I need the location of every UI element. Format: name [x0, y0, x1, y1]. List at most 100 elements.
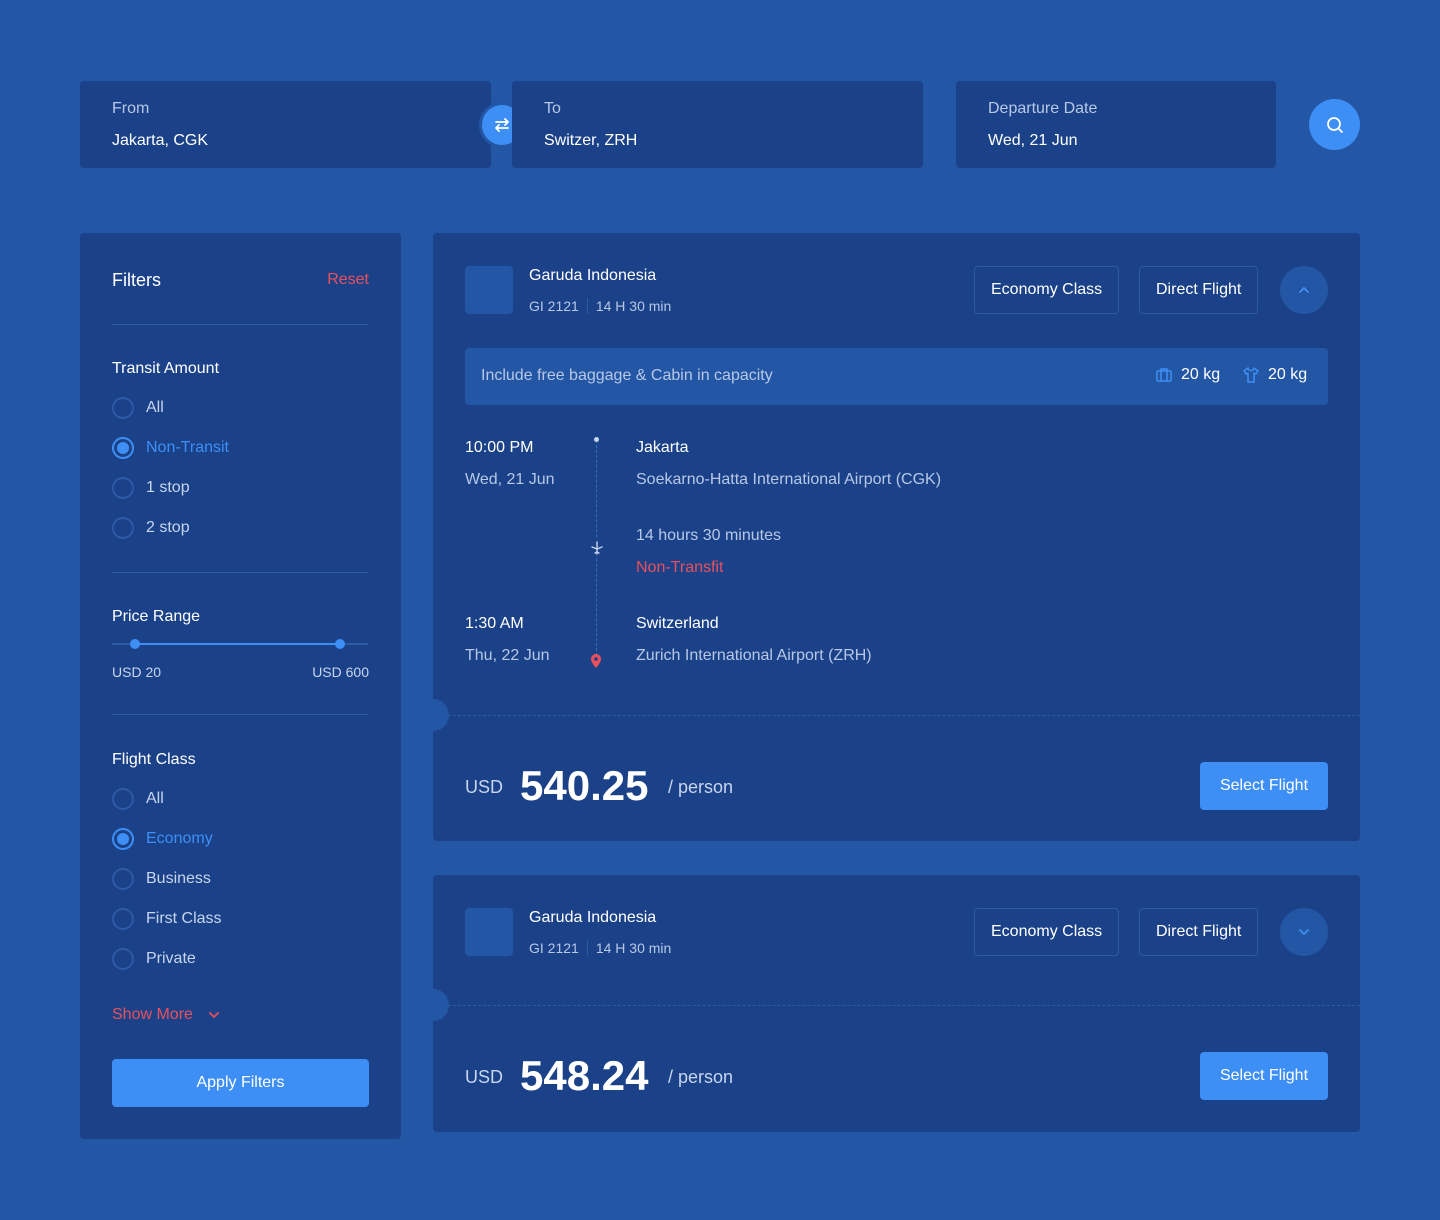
select-flight-button[interactable]: Select Flight — [1200, 1052, 1328, 1100]
radio-option[interactable]: 2 stop — [112, 517, 190, 539]
transit-status: Non-Transfit — [636, 559, 724, 576]
radio-button[interactable] — [112, 788, 134, 810]
ticket-perforation — [433, 1005, 1360, 1006]
radio-option[interactable]: Economy — [112, 828, 213, 850]
departure-time: 10:00 PM — [465, 439, 534, 456]
radio-button[interactable] — [112, 948, 134, 970]
flight-card: Garuda Indonesia GI 2121 14 H 30 min Eco… — [417, 875, 1360, 1132]
price-currency: USD — [465, 777, 504, 797]
radio-option[interactable]: First Class — [112, 908, 222, 930]
radio-button[interactable] — [112, 868, 134, 890]
radio-option[interactable]: 1 stop — [112, 477, 190, 499]
radio-option[interactable]: Business — [112, 868, 211, 890]
show-more-label: Show More — [112, 1006, 193, 1023]
from-field[interactable]: From Jakarta, CGK — [80, 81, 491, 168]
arrival-date: Thu, 22 Jun — [465, 647, 550, 664]
radio-label: All — [146, 790, 164, 807]
radio-label: Economy — [146, 830, 213, 847]
expand-button[interactable] — [1280, 908, 1328, 956]
departure-date-field[interactable]: Departure Date Wed, 21 Jun — [956, 81, 1276, 168]
arrival-city: Switzerland — [636, 615, 719, 632]
price-range-fill — [135, 643, 340, 645]
radio-label: 1 stop — [146, 479, 190, 496]
from-label: From — [112, 100, 150, 117]
flight-meta: GI 2121 14 H 30 min — [529, 298, 671, 314]
class-tag: Economy Class — [974, 266, 1120, 314]
price-amount: 548.24 — [520, 1052, 649, 1099]
radio-label: First Class — [146, 910, 222, 927]
price-range-title: Price Range — [112, 608, 201, 625]
departure-date-value[interactable]: Wed, 21 Jun — [988, 132, 1078, 149]
departure-date: Wed, 21 Jun — [465, 471, 555, 488]
apply-filters-button[interactable]: Apply Filters — [112, 1059, 369, 1107]
collapse-button[interactable] — [1280, 266, 1328, 314]
baggage-allowance: 20 kg — [1155, 366, 1220, 384]
filters-panel: Filters Reset Transit Amount All Non-Tran… — [80, 233, 401, 1139]
price-currency: USD — [465, 1067, 504, 1087]
departure-city: Jakarta — [636, 439, 689, 456]
airline-name: Garuda Indonesia — [529, 909, 657, 926]
radio-label: Business — [146, 870, 211, 887]
swap-arrows-icon — [495, 118, 509, 132]
airplane-icon — [588, 539, 605, 556]
baggage-text: Include free baggage & Cabin in capacity — [481, 367, 773, 384]
cabin-allowance: 20 kg — [1242, 366, 1307, 384]
radio-option[interactable]: All — [112, 397, 164, 419]
show-more-button[interactable]: Show More — [112, 1006, 221, 1024]
flight-class-title: Flight Class — [112, 751, 196, 768]
price-max-handle[interactable] — [334, 639, 345, 649]
departure-date-label: Departure Date — [988, 100, 1098, 117]
price-per-person: / person — [668, 777, 734, 797]
shirt-icon — [1243, 367, 1259, 383]
radio-button[interactable] — [112, 477, 134, 499]
radio-option[interactable]: All — [112, 788, 164, 810]
reset-button[interactable]: Reset — [327, 271, 369, 288]
flight-duration-long: 14 hours 30 minutes — [636, 527, 781, 544]
price-max-label: USD 600 — [312, 664, 369, 680]
from-value[interactable]: Jakarta, CGK — [112, 132, 209, 149]
departure-airport: Soekarno-Hatta International Airport (CG… — [636, 471, 942, 488]
arrival-time: 1:30 AM — [465, 615, 524, 632]
ticket-notch — [417, 699, 449, 731]
search-icon — [1326, 116, 1343, 133]
ticket-perforation — [433, 715, 1360, 716]
origin-dot — [594, 437, 599, 442]
to-label: To — [544, 100, 561, 117]
flight-card: Garuda Indonesia GI 2121 14 H 30 min Eco… — [417, 233, 1360, 841]
flight-type-tag: Direct Flight — [1139, 266, 1259, 314]
meta-separator — [586, 298, 588, 314]
radio-option[interactable]: Private — [112, 948, 196, 970]
chevron-down-icon — [1299, 929, 1309, 935]
chevron-down-icon — [209, 1012, 219, 1018]
airline-name: Garuda Indonesia — [529, 267, 657, 284]
baggage-weight: 20 kg — [1181, 366, 1221, 383]
radio-option[interactable]: Non-Transit — [112, 437, 229, 459]
radio-label: 2 stop — [146, 519, 190, 536]
location-pin-icon — [589, 653, 603, 669]
flight-code: GI 2121 — [529, 298, 579, 314]
to-field[interactable]: To Switzer, ZRH — [512, 81, 923, 168]
ticket-notch — [417, 989, 449, 1021]
meta-separator — [586, 940, 588, 956]
radio-button[interactable] — [112, 397, 134, 419]
flight-duration: 14 H 30 min — [595, 298, 672, 314]
price-min-handle[interactable] — [130, 639, 141, 649]
airline-logo — [465, 908, 513, 956]
radio-button[interactable] — [112, 908, 134, 930]
divider — [112, 324, 368, 325]
radio-label: Private — [146, 950, 196, 967]
to-value[interactable]: Switzer, ZRH — [544, 132, 638, 149]
airline-logo — [465, 266, 513, 314]
cabin-weight: 20 kg — [1268, 366, 1308, 383]
arrival-airport: Zurich International Airport (ZRH) — [636, 647, 872, 664]
flight-type-tag: Direct Flight — [1139, 908, 1259, 956]
radio-button[interactable] — [112, 437, 134, 459]
select-flight-button[interactable]: Select Flight — [1200, 762, 1328, 810]
radio-button[interactable] — [112, 517, 134, 539]
flight-meta: GI 2121 14 H 30 min — [529, 940, 671, 956]
price-range-slider[interactable] — [112, 639, 368, 649]
search-button[interactable] — [1309, 99, 1360, 150]
price-amount: 540.25 — [520, 762, 649, 809]
radio-button[interactable] — [112, 828, 134, 850]
flight-duration: 14 H 30 min — [595, 940, 672, 956]
